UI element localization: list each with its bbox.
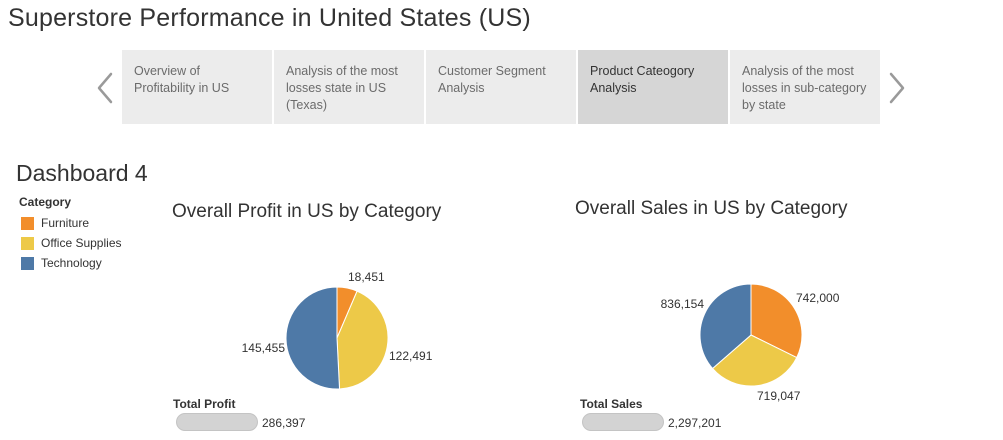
story-point-label: Product Cateogory Analysis bbox=[590, 64, 695, 95]
pie-slice-technology[interactable] bbox=[699, 283, 752, 370]
total-profit-value: 286,397 bbox=[262, 416, 306, 430]
dashboard-title: Dashboard 4 bbox=[16, 160, 148, 186]
page-title: Superstore Performance in United States … bbox=[8, 4, 531, 32]
legend-swatch bbox=[21, 256, 34, 270]
legend-swatch bbox=[21, 216, 34, 230]
total-profit-label: Total Profit bbox=[173, 397, 236, 411]
legend-swatch bbox=[21, 236, 34, 250]
story-point-2[interactable]: Analysis of the most losses state in US … bbox=[274, 50, 424, 124]
story-point-label: Overview of Profitability in US bbox=[134, 64, 230, 95]
story-next-button[interactable] bbox=[886, 70, 908, 106]
pie-slice-technology[interactable] bbox=[285, 286, 341, 390]
data-label-furniture: 18,451 bbox=[348, 270, 385, 284]
data-label-office-supplies: 122,491 bbox=[389, 349, 433, 363]
pie-slice-office-supplies[interactable] bbox=[336, 290, 389, 390]
pie-slice-office-supplies[interactable] bbox=[711, 334, 798, 387]
data-label-office-supplies: 719,047 bbox=[757, 389, 801, 403]
legend-title: Category bbox=[19, 195, 72, 209]
data-label-technology: 145,455 bbox=[242, 341, 286, 355]
profit-chart-title: Overall Profit in US by Category bbox=[172, 201, 442, 222]
story-point-3[interactable]: Customer Segment Analysis bbox=[426, 50, 576, 124]
story-point-4[interactable]: Product Cateogory Analysis bbox=[578, 50, 728, 124]
total-sales-value: 2,297,201 bbox=[668, 416, 722, 430]
data-label-furniture: 742,000 bbox=[796, 291, 840, 305]
legend-item-office-supplies[interactable]: Office Supplies bbox=[19, 233, 122, 253]
story-point-label: Analysis of the most losses in sub-categ… bbox=[742, 64, 867, 112]
legend-item-technology[interactable]: Technology bbox=[19, 253, 122, 273]
legend-label: Furniture bbox=[41, 216, 90, 230]
legend-label: Technology bbox=[41, 256, 102, 270]
story-point-label: Analysis of the most losses state in US … bbox=[286, 64, 398, 112]
legend-item-furniture[interactable]: Furniture bbox=[19, 213, 122, 233]
chevron-right-icon bbox=[889, 72, 905, 104]
total-sales-bar[interactable] bbox=[582, 413, 664, 431]
pie-slice-furniture[interactable] bbox=[750, 283, 803, 359]
story-point-label: Customer Segment Analysis bbox=[438, 64, 546, 95]
total-profit-bar[interactable] bbox=[176, 413, 258, 431]
total-sales-label: Total Sales bbox=[580, 397, 643, 411]
chevron-left-icon bbox=[97, 72, 113, 104]
story-point-5[interactable]: Analysis of the most losses in sub-categ… bbox=[730, 50, 880, 124]
story-prev-button[interactable] bbox=[94, 70, 116, 106]
legend-label: Office Supplies bbox=[41, 236, 122, 250]
sales-chart-title: Overall Sales in US by Category bbox=[575, 198, 848, 219]
data-label-technology: 836,154 bbox=[661, 297, 705, 311]
story-point-1[interactable]: Overview of Profitability in US bbox=[122, 50, 272, 124]
category-legend: Category Furniture Office Supplies Techn… bbox=[19, 195, 122, 273]
